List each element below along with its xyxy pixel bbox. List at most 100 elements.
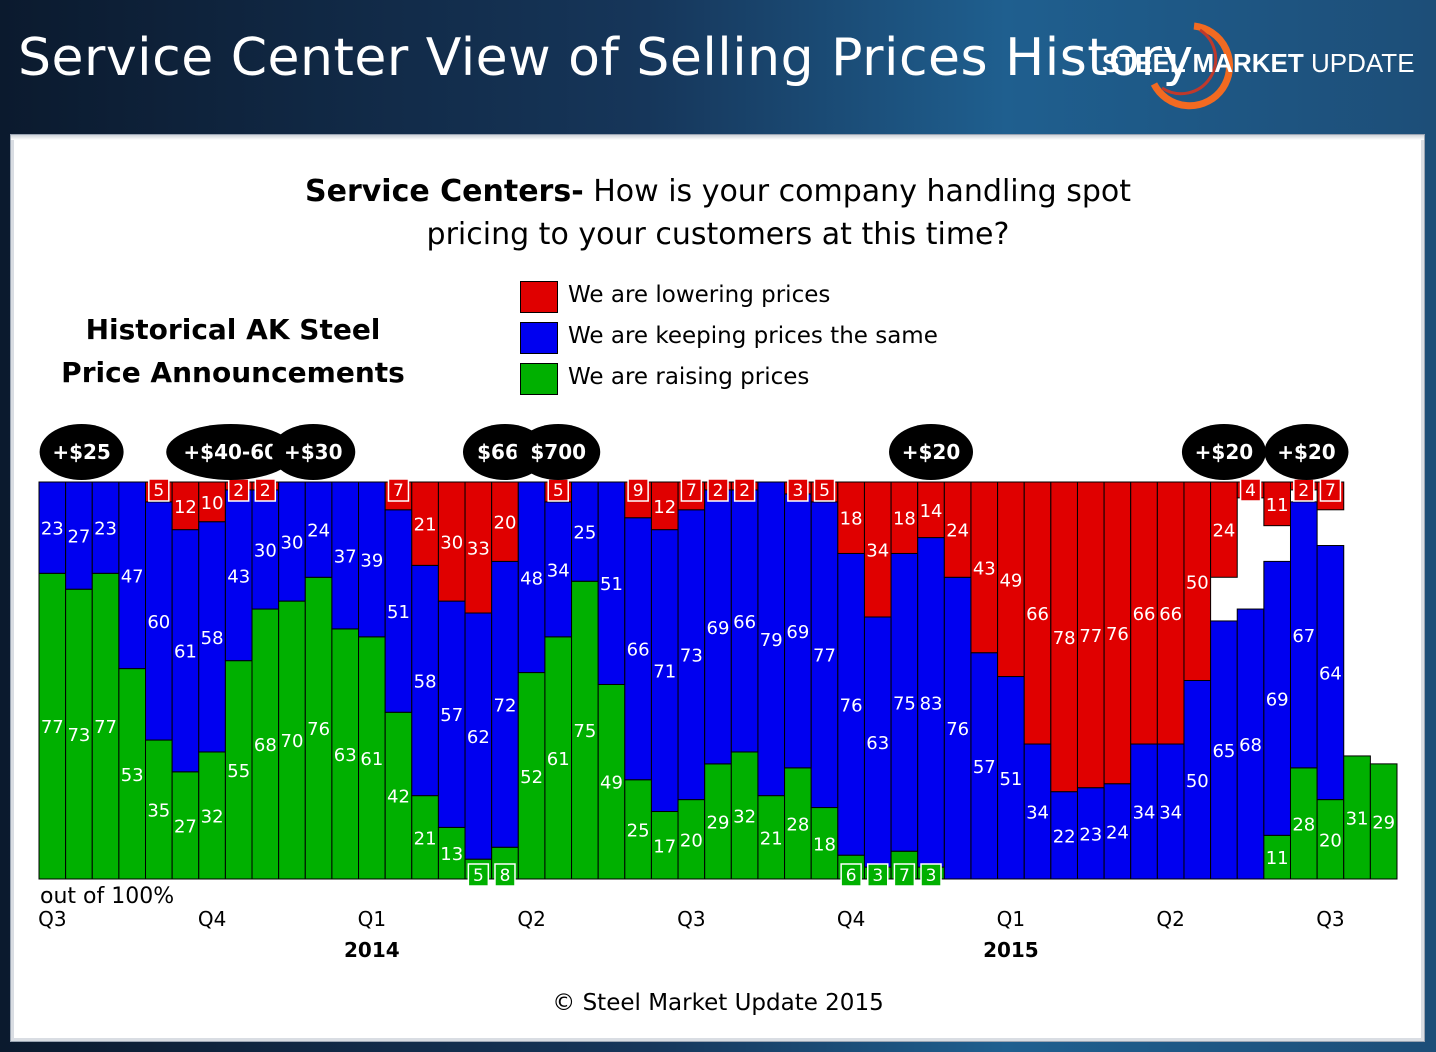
bar-lower xyxy=(411,481,439,566)
bar-same xyxy=(91,481,120,574)
data-label-raise: 70 xyxy=(281,731,304,752)
data-label-raise: 52 xyxy=(520,767,543,788)
bar-lower xyxy=(1050,481,1078,793)
data-label-raise: 18 xyxy=(813,834,836,855)
data-label-raise: 32 xyxy=(201,806,224,827)
x-tick-label: Q4 xyxy=(837,907,865,931)
data-label-same: 57 xyxy=(440,705,463,726)
announcement-label: $700 xyxy=(530,440,586,464)
bar-same xyxy=(145,501,173,741)
data-label-lower: 76 xyxy=(1106,624,1129,645)
bar-lower xyxy=(1210,481,1238,578)
data-label-raise: 76 xyxy=(307,719,330,740)
data-label-same: 47 xyxy=(121,566,144,587)
data-label-same: 24 xyxy=(307,521,330,542)
bar-same xyxy=(1289,501,1318,769)
chart-question: Service Centers- How is your company han… xyxy=(0,170,1436,256)
data-label-raise: 61 xyxy=(547,749,570,770)
data-label-raise: 49 xyxy=(600,773,623,794)
announcement-badge xyxy=(1264,424,1349,480)
data-label-same: 51 xyxy=(999,769,1022,790)
data-label-raise: 29 xyxy=(707,812,730,833)
bar-same xyxy=(278,481,306,602)
bar-lower xyxy=(943,481,972,578)
data-label-lower: 50 xyxy=(1186,572,1209,593)
data-label-raise: 21 xyxy=(414,828,437,849)
bar-lower xyxy=(917,481,945,539)
data-label-box-lower xyxy=(1239,478,1262,502)
bar-same xyxy=(997,676,1025,880)
data-label-lower: 66 xyxy=(1133,604,1156,625)
data-label-lower: 7 xyxy=(1325,481,1336,501)
data-label-box-lower xyxy=(627,478,649,502)
data-label-lower: 43 xyxy=(973,558,996,579)
data-label-lower: 21 xyxy=(414,515,437,536)
data-label-box-lower xyxy=(1319,478,1342,502)
data-label-same: 76 xyxy=(946,719,969,740)
bar-same xyxy=(544,501,573,638)
data-label-box-lower xyxy=(813,478,836,502)
bar-same xyxy=(358,481,386,638)
data-label-same: 64 xyxy=(1319,664,1342,685)
bar-same xyxy=(118,481,147,670)
announcement-badge xyxy=(166,424,296,480)
bar-lower xyxy=(650,481,679,531)
bar-same xyxy=(304,481,333,578)
data-label-raise: 77 xyxy=(94,717,117,738)
announcement-badge xyxy=(271,424,356,480)
data-label-lower: 2 xyxy=(739,481,750,501)
bar-same xyxy=(704,489,732,765)
data-label-lower: 12 xyxy=(653,497,676,518)
bar-raise xyxy=(1343,755,1371,880)
data-label-lower: 18 xyxy=(840,509,863,530)
x-tick-label: Q1 xyxy=(358,907,386,931)
data-label-same: 62 xyxy=(467,727,490,748)
data-label-raise: 3 xyxy=(926,866,937,886)
data-label-lower: 10 xyxy=(201,493,224,514)
data-label-lower: 2 xyxy=(260,481,271,501)
data-label-lower: 49 xyxy=(999,570,1022,591)
logo-swoosh-icon xyxy=(1150,22,1234,110)
data-label-same: 73 xyxy=(680,646,703,667)
data-label-lower: 34 xyxy=(866,540,889,561)
data-label-raise: 27 xyxy=(174,816,197,837)
bar-lower xyxy=(890,481,919,554)
bar-lower xyxy=(171,481,200,531)
data-label-same: 30 xyxy=(281,533,304,554)
bar-lower xyxy=(837,481,865,554)
data-label-same: 79 xyxy=(760,630,783,651)
data-label-same: 37 xyxy=(334,546,357,567)
data-label-same: 66 xyxy=(733,612,756,633)
data-label-same: 57 xyxy=(973,757,996,778)
data-label-lower: 77 xyxy=(1079,626,1102,647)
bar-lower xyxy=(1156,481,1185,745)
data-label-raise: 6 xyxy=(846,866,857,886)
bar-same xyxy=(224,489,253,662)
data-label-same: 63 xyxy=(866,733,889,754)
bar-raise xyxy=(171,771,200,880)
data-label-lower: 3 xyxy=(792,481,803,501)
data-label-lower: 12 xyxy=(174,497,197,518)
bar-raise xyxy=(544,636,573,880)
data-label-box-raise xyxy=(467,863,490,887)
data-label-same: 34 xyxy=(1133,803,1156,824)
announcement-label: +$40-60 xyxy=(183,440,278,464)
bar-lower xyxy=(437,481,466,602)
data-label-box-raise xyxy=(893,863,916,887)
logo-text: STEEL MARKET UPDATE xyxy=(1102,48,1415,78)
data-label-same: 60 xyxy=(147,612,170,633)
data-label-raise: 29 xyxy=(1372,812,1395,833)
data-label-lower: 33 xyxy=(467,539,490,560)
data-label-same: 24 xyxy=(1106,822,1129,843)
data-label-raise: 32 xyxy=(733,806,756,827)
data-label-lower: 2 xyxy=(713,481,724,501)
x-tick-label: Q3 xyxy=(1316,907,1344,931)
bar-raise xyxy=(624,779,652,880)
data-label-same: 23 xyxy=(1079,824,1102,845)
data-label-box-lower xyxy=(733,478,756,502)
bar-lower xyxy=(1023,481,1052,745)
bar-raise xyxy=(1289,767,1318,880)
data-label-lower: 4 xyxy=(1245,481,1256,501)
data-label-same: 51 xyxy=(600,574,623,595)
